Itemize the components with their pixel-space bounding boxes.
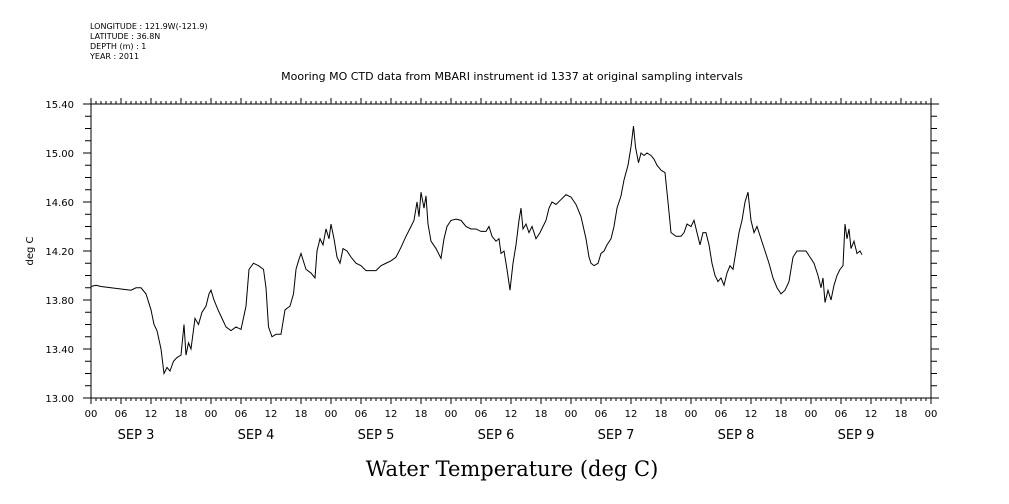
y-tick-label: 15.00 — [45, 149, 74, 160]
x-tick-label: 00 — [565, 409, 578, 420]
x-tick-label: 12 — [865, 409, 878, 420]
station-metadata: LONGITUDE : 121.9W(-121.9) LATITUDE : 36… — [90, 22, 208, 62]
day-label: SEP 7 — [598, 428, 635, 443]
x-tick-label: 18 — [775, 409, 788, 420]
x-tick-label: 00 — [325, 409, 338, 420]
y-axis-label: deg C — [25, 236, 36, 265]
x-tick-label: 12 — [145, 409, 158, 420]
day-label: SEP 5 — [358, 428, 395, 443]
x-tick-label: 00 — [445, 409, 458, 420]
x-tick-label: 00 — [805, 409, 818, 420]
x-tick-label: 06 — [595, 409, 608, 420]
depth-text: DEPTH (m) : 1 — [90, 42, 147, 51]
x-tick-label: 18 — [535, 409, 548, 420]
day-label: SEP 6 — [478, 428, 515, 443]
x-tick-label: 18 — [895, 409, 908, 420]
x-tick-label: 06 — [115, 409, 128, 420]
y-tick-label: 14.60 — [45, 198, 74, 209]
y-tick-label: 14.20 — [45, 247, 74, 258]
day-label: SEP 9 — [838, 428, 875, 443]
x-tick-label: 06 — [715, 409, 728, 420]
y-tick-label: 13.80 — [45, 296, 74, 307]
x-tick-label: 12 — [625, 409, 638, 420]
x-tick-label: 06 — [475, 409, 488, 420]
x-tick-label: 00 — [205, 409, 218, 420]
x-tick-label: 06 — [355, 409, 368, 420]
y-tick-label: 13.00 — [45, 394, 74, 405]
x-axis-label: Water Temperature (deg C) — [366, 457, 659, 481]
x-tick-label: 12 — [385, 409, 398, 420]
x-tick-label: 12 — [265, 409, 278, 420]
y-tick-labels: 13.00 13.40 13.80 14.20 14.60 15.00 15.40 — [45, 100, 74, 405]
day-label: SEP 3 — [118, 428, 155, 443]
latitude-text: LATITUDE : 36.8N — [90, 32, 161, 41]
x-hour-labels: 00 06 12 18 00 06 12 18 00 06 12 18 00 06 12 18 00 06 12 18… — [85, 409, 938, 420]
x-tick-label: 18 — [415, 409, 428, 420]
x-tick-label: 06 — [835, 409, 848, 420]
y-tick-label: 15.40 — [45, 100, 74, 111]
x-tick-label: 12 — [745, 409, 758, 420]
x-tick-label: 12 — [505, 409, 518, 420]
x-tick-label: 18 — [175, 409, 188, 420]
x-tick-label: 18 — [295, 409, 308, 420]
y-tick-label: 13.40 — [45, 345, 74, 356]
year-text: YEAR : 2011 — [90, 52, 140, 61]
x-tick-label: 06 — [235, 409, 248, 420]
day-label: SEP 8 — [718, 428, 755, 443]
chart-title: Mooring MO CTD data from MBARI instrumen… — [281, 70, 743, 83]
x-tick-label: 00 — [85, 409, 98, 420]
water-temperature-line — [90, 125, 863, 376]
day-labels: SEP 3 SEP 4 SEP 5 SEP 6 SEP 7 SEP 8 SEP 9 — [118, 428, 875, 443]
x-tick-label: 18 — [655, 409, 668, 420]
x-tick-label: 00 — [925, 409, 938, 420]
axis-ticks — [83, 98, 939, 404]
x-tick-label: 00 — [685, 409, 698, 420]
longitude-text: LONGITUDE : 121.9W(-121.9) — [90, 22, 208, 31]
day-label: SEP 4 — [238, 428, 275, 443]
